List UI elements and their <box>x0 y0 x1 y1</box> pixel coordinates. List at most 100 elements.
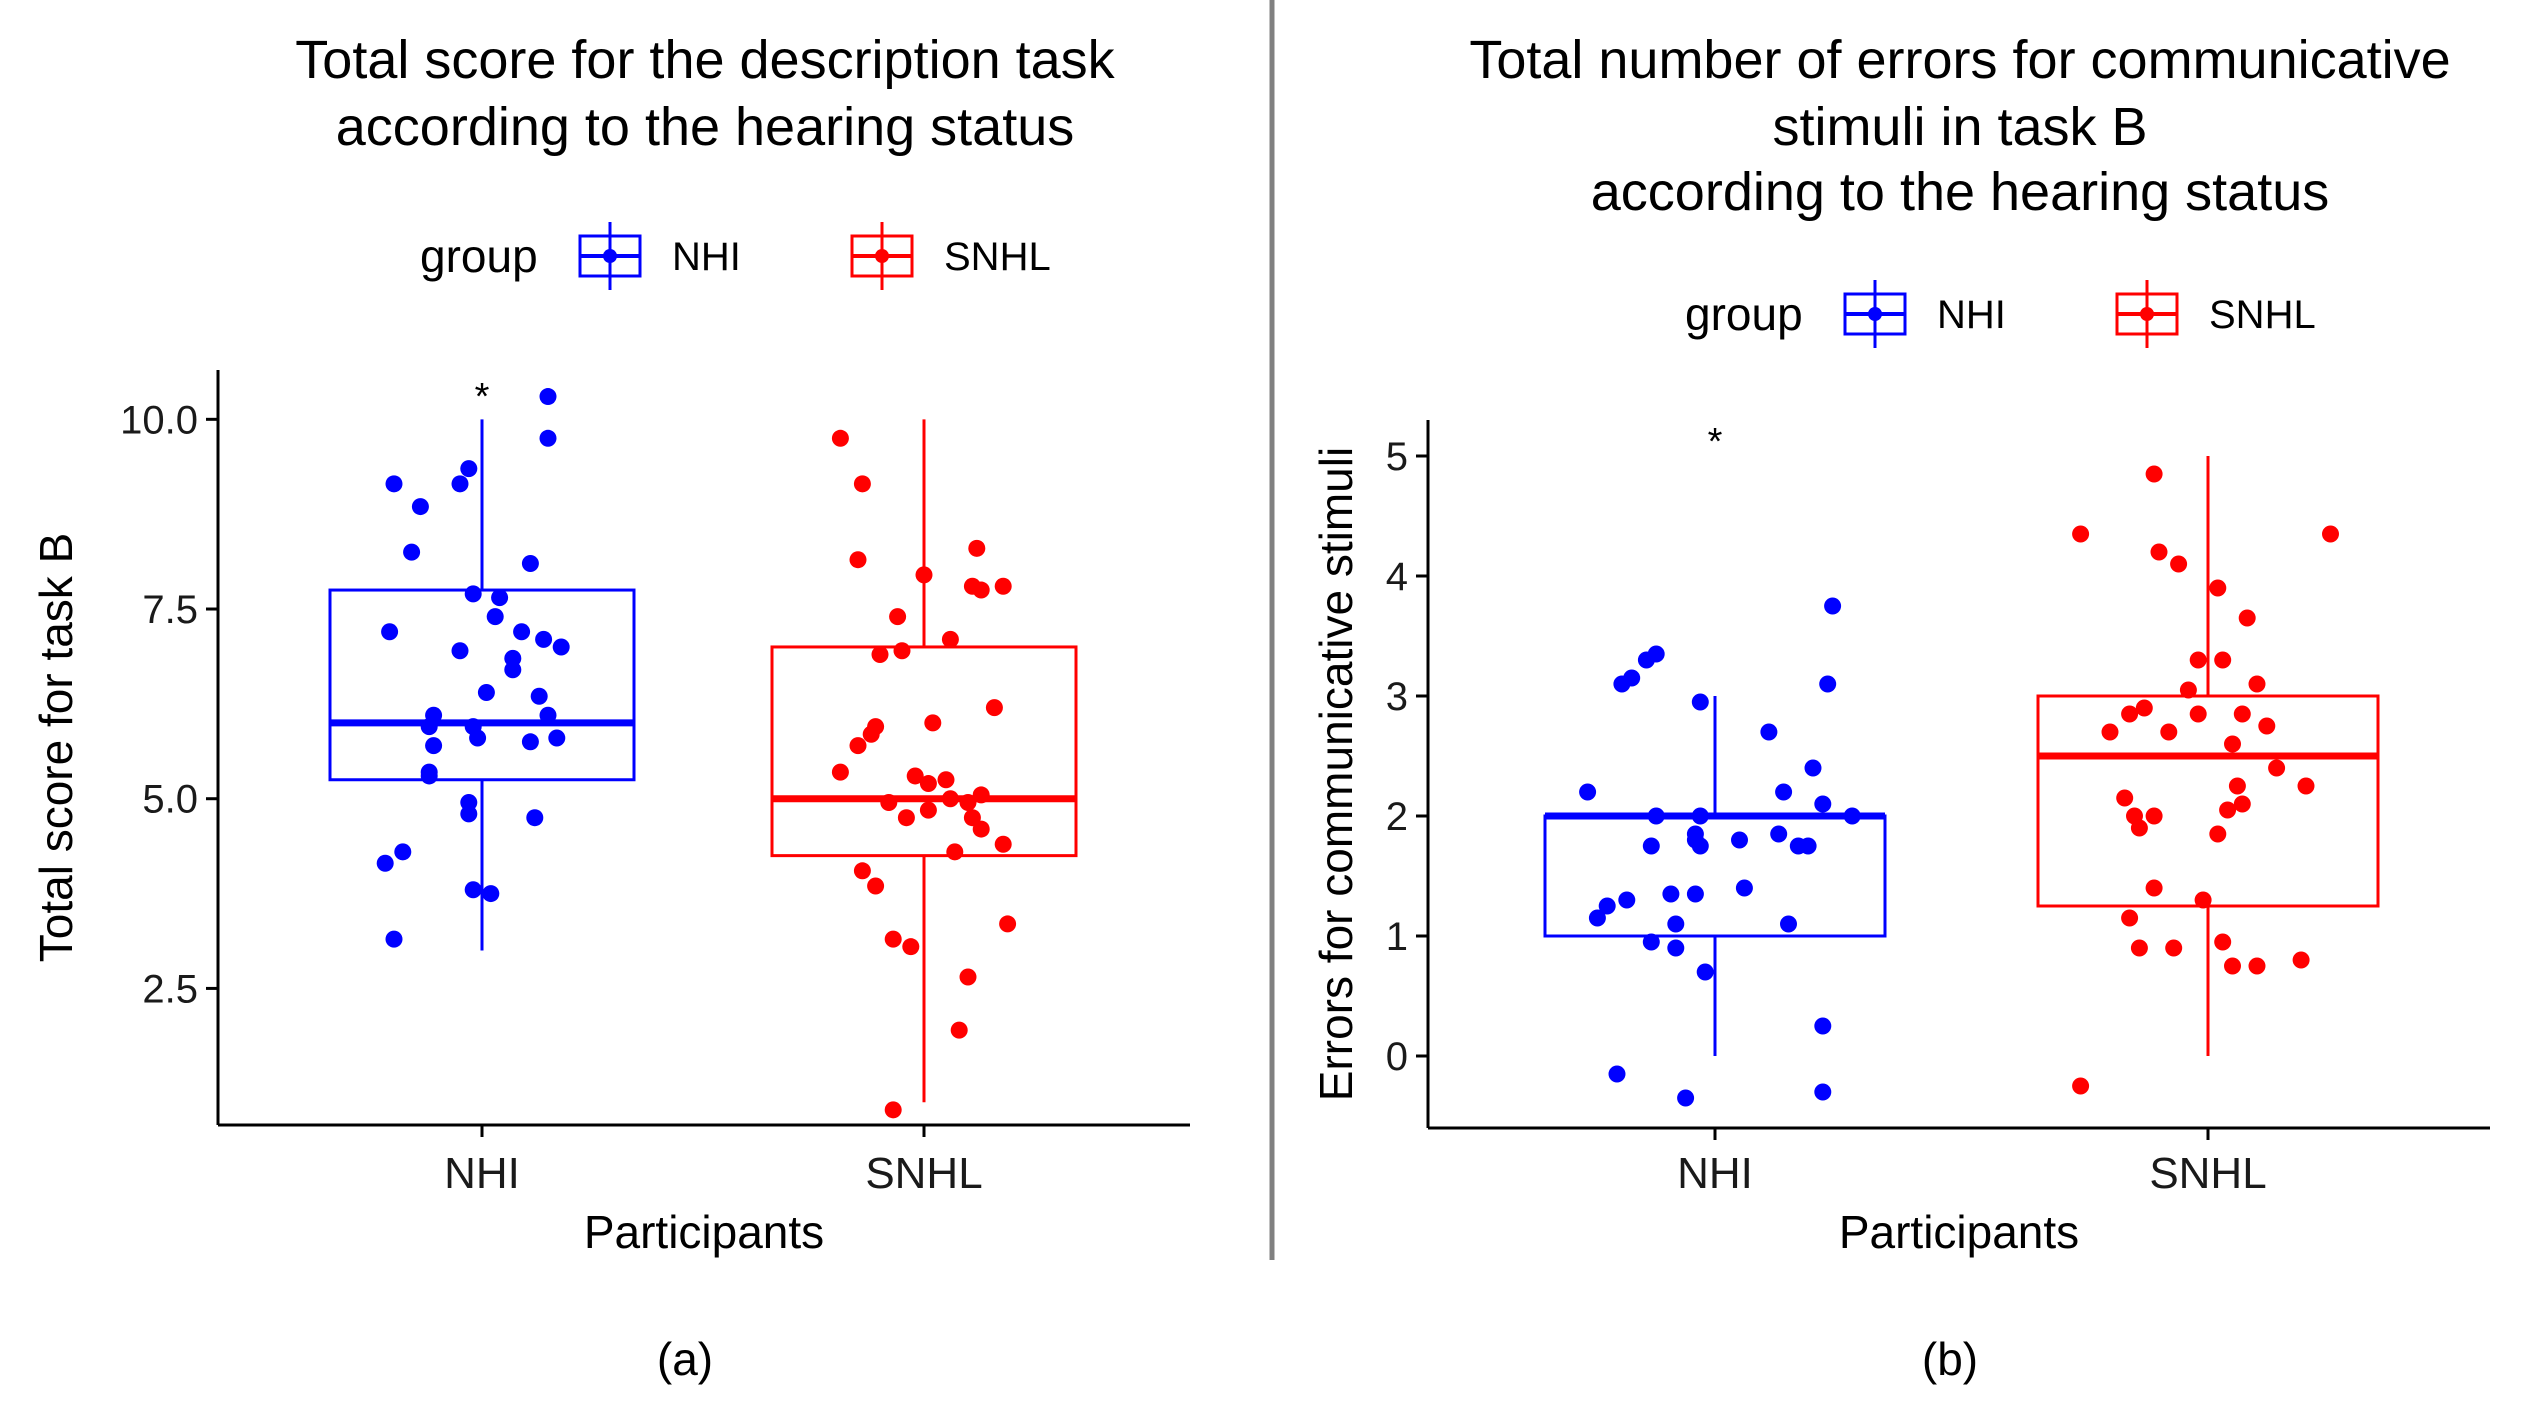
data-point <box>451 642 469 660</box>
legend-key-snhl <box>850 222 914 290</box>
y-tick-label: 1 <box>1386 915 1408 959</box>
data-point <box>504 661 522 679</box>
data-point <box>2194 891 2212 909</box>
data-point <box>2170 555 2188 573</box>
data-point <box>1696 963 1714 981</box>
data-point <box>1637 651 1655 669</box>
x-axis-label: Participants <box>1839 1206 2079 1258</box>
legend-entry-label: NHI <box>1937 293 2006 337</box>
legend-key-point <box>1868 307 1882 321</box>
data-point <box>889 608 907 626</box>
data-point <box>526 809 544 827</box>
y-axis-label: Errors for communicative stimuli <box>1310 447 1362 1101</box>
data-point <box>530 687 548 705</box>
data-point <box>1588 909 1606 927</box>
data-point <box>1843 807 1861 825</box>
data-point <box>2228 777 2246 795</box>
data-point <box>394 843 412 861</box>
x-tick-label: NHI <box>444 1149 520 1198</box>
data-point <box>884 1101 902 1119</box>
y-tick-label: 4 <box>1386 555 1408 599</box>
legend-key-nhi <box>1843 280 1907 348</box>
x-axis-label: Participants <box>584 1206 824 1258</box>
data-point <box>425 737 443 755</box>
data-point <box>884 930 902 948</box>
data-point <box>972 581 990 599</box>
data-point <box>2238 609 2256 627</box>
data-point <box>915 566 933 584</box>
data-point <box>1647 807 1665 825</box>
legend: group NHI SNHL <box>420 222 1051 290</box>
data-point <box>941 790 959 808</box>
data-point <box>2130 939 2148 957</box>
data-point <box>985 699 1003 717</box>
data-point <box>464 881 482 899</box>
data-point <box>1608 1065 1626 1083</box>
panel-label: (a) <box>657 1333 713 1385</box>
data-point <box>2248 675 2266 693</box>
data-point <box>1691 837 1709 855</box>
series-snhl <box>770 419 1078 1119</box>
legend-entry-label: NHI <box>672 235 741 279</box>
legend: group NHI SNHL <box>1685 280 2316 348</box>
data-point <box>2150 543 2168 561</box>
data-point <box>521 554 539 572</box>
legend-key-point <box>603 249 617 263</box>
y-tick-label: 7.5 <box>142 588 198 632</box>
data-point <box>893 642 911 660</box>
data-point <box>420 718 438 736</box>
data-point <box>2145 879 2163 897</box>
data-point <box>897 809 915 827</box>
data-point <box>959 968 977 986</box>
data-point <box>2268 759 2286 777</box>
y-tick-label: 2.5 <box>142 967 198 1011</box>
data-point <box>902 938 920 956</box>
data-point <box>1642 933 1660 951</box>
chart-title-line: according to the hearing status <box>336 97 1074 157</box>
data-point <box>535 630 553 648</box>
data-point <box>919 801 937 819</box>
y-tick-label: 10.0 <box>120 398 198 442</box>
box-iqr <box>2036 694 2380 908</box>
data-point <box>1642 837 1660 855</box>
y-axis-label: Total score for task B <box>30 533 82 963</box>
data-point <box>2101 723 2119 741</box>
data-point <box>2130 819 2148 837</box>
data-point <box>2214 651 2232 669</box>
data-point <box>937 771 955 789</box>
data-point <box>994 577 1012 595</box>
data-point <box>1814 795 1832 813</box>
data-point <box>2145 807 2163 825</box>
data-point <box>853 475 871 493</box>
data-point <box>2219 801 2237 819</box>
y-tick-label: 5 <box>1386 435 1408 479</box>
chart-title-line: Total score for the description task <box>295 30 1115 90</box>
data-point <box>482 885 500 903</box>
data-point <box>972 786 990 804</box>
chart-title-line: according to the hearing status <box>1591 162 2329 222</box>
data-point <box>1824 597 1842 615</box>
y-tick-label: 2 <box>1386 795 1408 839</box>
legend-key-point <box>875 249 889 263</box>
data-point <box>411 498 429 516</box>
legend-key-point <box>2140 307 2154 321</box>
significance-marker: * <box>1708 421 1723 463</box>
data-point <box>1775 783 1793 801</box>
data-point <box>2297 777 2315 795</box>
data-point <box>376 854 394 872</box>
y-tick-label: 3 <box>1386 675 1408 719</box>
panel-label: (b) <box>1922 1333 1978 1385</box>
y-tick-label: 0 <box>1386 1035 1408 1079</box>
data-point <box>867 877 885 895</box>
data-point <box>469 729 487 747</box>
chart-title-line: Total number of errors for communicative <box>1469 30 2450 90</box>
data-point <box>2224 957 2241 975</box>
data-point <box>2209 579 2227 597</box>
data-point <box>486 608 504 626</box>
data-point <box>1691 807 1709 825</box>
data-point <box>1598 897 1616 915</box>
y-tick-label: 5.0 <box>142 778 198 822</box>
data-point <box>2165 939 2183 957</box>
legend-entry-label: SNHL <box>944 235 1051 279</box>
